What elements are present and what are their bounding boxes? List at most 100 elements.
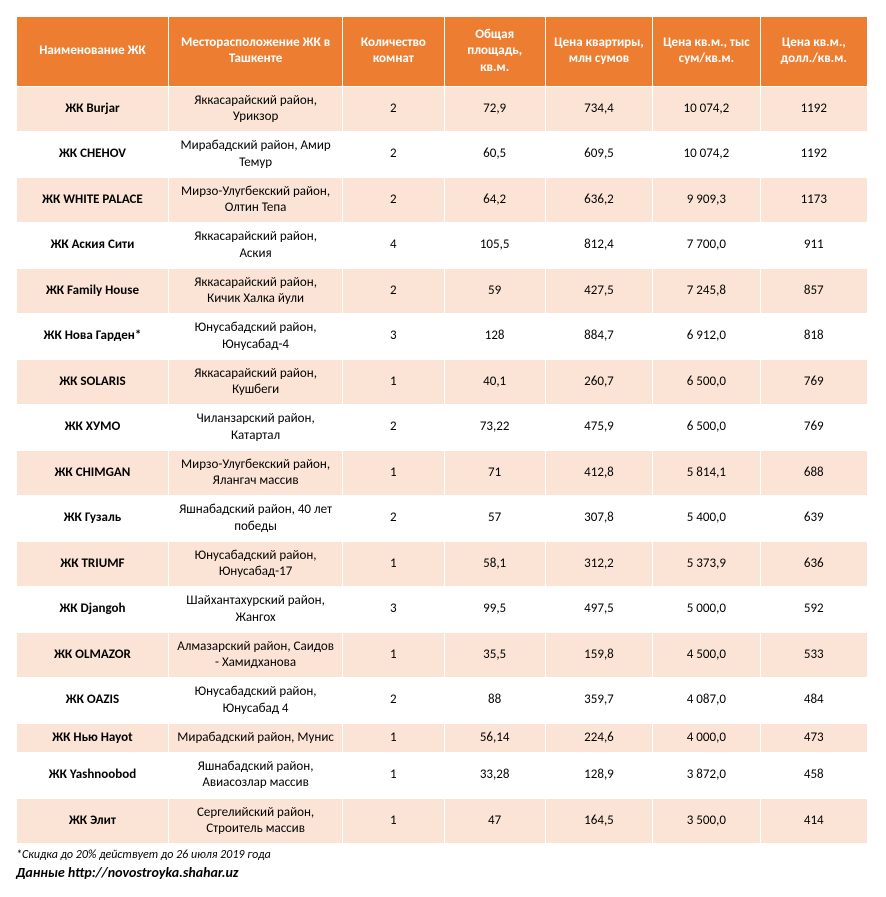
cell-price_s: 6 912,0 xyxy=(653,314,760,360)
cell-price_s: 10 074,2 xyxy=(653,86,760,132)
cell-name: ЖК TRIUMF xyxy=(17,541,169,587)
cell-area: 64,2 xyxy=(444,177,545,223)
cell-price_s: 3 872,0 xyxy=(653,753,760,799)
cell-price_d: 636 xyxy=(760,541,867,587)
cell-price_m: 164,5 xyxy=(545,798,652,844)
cell-location: Юнусабадский район, Юнусабад-4 xyxy=(168,314,342,360)
cell-name: ЖК CHIMGAN xyxy=(17,450,169,496)
cell-location: Чиланзарский район, Катартал xyxy=(168,405,342,451)
cell-price_d: 769 xyxy=(760,359,867,405)
source-text: Данные http://novostroyka.shahar.uz xyxy=(16,864,870,881)
cell-price_d: 818 xyxy=(760,314,867,360)
cell-price_d: 1192 xyxy=(760,86,867,132)
table-row: ЖК BurjarЯккасарайский район, Урикзор272… xyxy=(17,86,868,132)
cell-rooms: 2 xyxy=(343,405,444,451)
cell-price_m: 224,6 xyxy=(545,723,652,752)
cell-rooms: 2 xyxy=(343,678,444,724)
col-header-price_m: Цена квартиры, млн сумов xyxy=(545,17,652,87)
cell-name: ЖК CHEHOV xyxy=(17,132,169,178)
table-row: ЖК ХУМОЧиланзарский район, Катартал273,2… xyxy=(17,405,868,451)
cell-price_m: 609,5 xyxy=(545,132,652,178)
cell-area: 60,5 xyxy=(444,132,545,178)
pricing-table: Наименование ЖКМесторасположение ЖК в Та… xyxy=(16,16,868,844)
cell-area: 59 xyxy=(444,268,545,314)
col-header-price_d: Цена кв.м., долл./кв.м. xyxy=(760,17,867,87)
cell-price_m: 359,7 xyxy=(545,678,652,724)
cell-rooms: 1 xyxy=(343,723,444,752)
table-row: ЖК Аския СитиЯккасарайский район, Аския4… xyxy=(17,223,868,269)
cell-price_m: 884,7 xyxy=(545,314,652,360)
cell-price_d: 1173 xyxy=(760,177,867,223)
cell-location: Шайхантахурский район, Жангох xyxy=(168,587,342,633)
cell-location: Юнусабадский район, Юнусабад 4 xyxy=(168,678,342,724)
table-row: ЖК CHEHOVМирабадский район, Амир Темур26… xyxy=(17,132,868,178)
cell-name: ЖК Нова Гарден* xyxy=(17,314,169,360)
table-row: ЖК WHITE PALACEМирзо-Улугбекский район, … xyxy=(17,177,868,223)
cell-rooms: 1 xyxy=(343,753,444,799)
cell-location: Яккасарайский район, Аския xyxy=(168,223,342,269)
cell-area: 56,14 xyxy=(444,723,545,752)
cell-location: Мирзо-Улугбекский район, Ялангач массив xyxy=(168,450,342,496)
table-row: ЖК ЭлитСергелийский район, Строитель мас… xyxy=(17,798,868,844)
cell-location: Яккасарайский район, Кушбеги xyxy=(168,359,342,405)
cell-price_d: 592 xyxy=(760,587,867,633)
cell-area: 71 xyxy=(444,450,545,496)
cell-rooms: 2 xyxy=(343,268,444,314)
cell-price_m: 260,7 xyxy=(545,359,652,405)
table-row: ЖК OLMAZORАлмазарский район, Саидов - Ха… xyxy=(17,632,868,678)
cell-area: 99,5 xyxy=(444,587,545,633)
cell-price_d: 1192 xyxy=(760,132,867,178)
cell-location: Юнусабадский район, Юнусабад-17 xyxy=(168,541,342,587)
cell-price_d: 458 xyxy=(760,753,867,799)
cell-name: ЖК Элит xyxy=(17,798,169,844)
table-row: ЖК Нова Гарден*Юнусабадский район, Юнуса… xyxy=(17,314,868,360)
cell-price_d: 484 xyxy=(760,678,867,724)
table-row: ЖК Family HouseЯккасарайский район, Кичи… xyxy=(17,268,868,314)
cell-area: 128 xyxy=(444,314,545,360)
cell-price_m: 497,5 xyxy=(545,587,652,633)
cell-area: 35,5 xyxy=(444,632,545,678)
cell-location: Мирабадский район, Амир Темур xyxy=(168,132,342,178)
cell-name: ЖК OLMAZOR xyxy=(17,632,169,678)
cell-name: ЖК Нью Hayot xyxy=(17,723,169,752)
table-row: ЖК OAZISЮнусабадский район, Юнусабад 428… xyxy=(17,678,868,724)
cell-price_m: 312,2 xyxy=(545,541,652,587)
cell-price_s: 7 245,8 xyxy=(653,268,760,314)
cell-price_m: 159,8 xyxy=(545,632,652,678)
cell-price_d: 911 xyxy=(760,223,867,269)
cell-price_d: 639 xyxy=(760,496,867,542)
cell-price_d: 688 xyxy=(760,450,867,496)
cell-area: 73,22 xyxy=(444,405,545,451)
cell-price_s: 4 087,0 xyxy=(653,678,760,724)
footnote-text: *Скидка до 20% действует до 26 июля 2019… xyxy=(16,848,870,862)
cell-price_s: 4 500,0 xyxy=(653,632,760,678)
cell-price_d: 533 xyxy=(760,632,867,678)
cell-price_m: 307,8 xyxy=(545,496,652,542)
cell-area: 47 xyxy=(444,798,545,844)
cell-price_s: 6 500,0 xyxy=(653,359,760,405)
cell-area: 105,5 xyxy=(444,223,545,269)
table-row: ЖК ГузальЯшнабадский район, 40 лет побед… xyxy=(17,496,868,542)
cell-name: ЖК OAZIS xyxy=(17,678,169,724)
cell-price_m: 128,9 xyxy=(545,753,652,799)
cell-price_s: 5 814,1 xyxy=(653,450,760,496)
col-header-rooms: Количество комнат xyxy=(343,17,444,87)
table-row: ЖК CHIMGANМирзо-Улугбекский район, Яланг… xyxy=(17,450,868,496)
cell-name: ЖК Djangoh xyxy=(17,587,169,633)
cell-name: ЖК WHITE PALACE xyxy=(17,177,169,223)
cell-name: ЖК SOLARIS xyxy=(17,359,169,405)
cell-name: ЖК Family House xyxy=(17,268,169,314)
cell-price_m: 412,8 xyxy=(545,450,652,496)
cell-rooms: 2 xyxy=(343,86,444,132)
cell-rooms: 2 xyxy=(343,132,444,178)
table-row: ЖК Нью HayotМирабадский район, Мунис156,… xyxy=(17,723,868,752)
cell-price_s: 9 909,3 xyxy=(653,177,760,223)
cell-price_m: 427,5 xyxy=(545,268,652,314)
cell-price_m: 812,4 xyxy=(545,223,652,269)
cell-location: Яшнабадский район, Авиасозлар массив xyxy=(168,753,342,799)
table-row: ЖК SOLARISЯккасарайский район, Кушбеги14… xyxy=(17,359,868,405)
cell-price_m: 734,4 xyxy=(545,86,652,132)
cell-rooms: 1 xyxy=(343,359,444,405)
table-row: ЖК TRIUMFЮнусабадский район, Юнусабад-17… xyxy=(17,541,868,587)
cell-name: ЖК ХУМО xyxy=(17,405,169,451)
